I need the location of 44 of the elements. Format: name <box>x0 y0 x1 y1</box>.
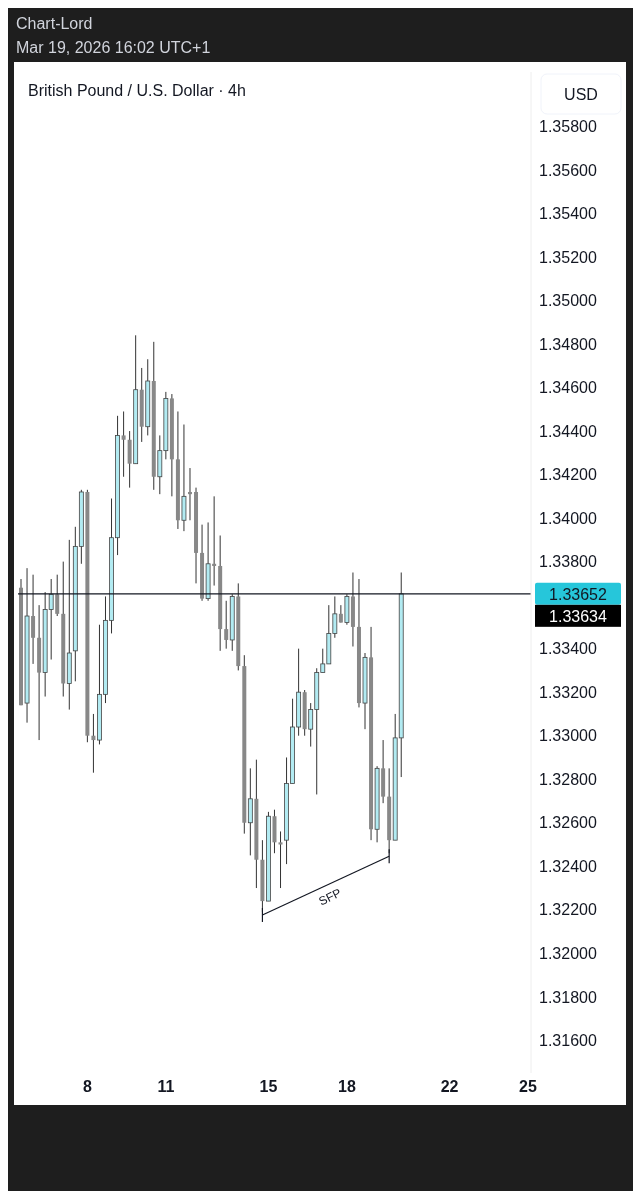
y-tick-label: 1.32000 <box>539 945 597 962</box>
y-tick-label: 1.31800 <box>539 988 597 1006</box>
chart-subtitle: Mar 19, 2026 16:02 UTC+1 <box>16 38 211 58</box>
candlestick <box>224 600 229 650</box>
text: Chart-Lord <box>16 14 94 34</box>
y-tick-label: 1.35000 <box>539 292 597 310</box>
y-tick-label: 1.35800 <box>539 118 597 136</box>
candlestick <box>247 767 253 856</box>
x-tick-label: 22 <box>440 1078 459 1096</box>
y-tick-label: 1.34600 <box>539 379 597 397</box>
y-tick-label: 1.35200 <box>539 248 597 266</box>
y-tick-label: 1.35600 <box>539 161 597 179</box>
y-tick-label: 1.34200 <box>539 466 597 484</box>
x-tick-label: 11 <box>157 1078 175 1096</box>
y-tick-label: 1.31600 <box>539 1032 597 1050</box>
y-tick-label: 1.33400 <box>539 640 597 658</box>
candlestick <box>55 574 60 617</box>
text: 1.33634 <box>549 607 608 625</box>
y-tick-label: 1.32400 <box>539 857 597 875</box>
candlestick <box>127 430 132 489</box>
candlestick <box>338 604 343 624</box>
y-tick-label: 1.34800 <box>539 335 597 353</box>
candlestick <box>31 574 36 665</box>
y-tick-label: 1.34000 <box>539 509 597 527</box>
candlestick <box>181 424 187 532</box>
candlestick <box>278 830 283 889</box>
y-tick-label: 1.32600 <box>539 814 597 832</box>
y-tick-label: 1.33200 <box>539 683 597 701</box>
y-tick-label: 1.34400 <box>539 422 597 440</box>
y-tick-label: 1.33800 <box>539 553 597 571</box>
y-tick-label: 1.32200 <box>539 901 597 919</box>
x-tick-label: 8 <box>82 1078 92 1096</box>
candlestick <box>91 713 96 774</box>
text: British Pound / U.S. Dollar · 4h <box>28 82 246 99</box>
candlestick <box>121 410 126 478</box>
y-tick-label: 1.33000 <box>539 727 597 745</box>
x-tick-label: 15 <box>259 1078 278 1096</box>
ref-line-label: 1.33652 <box>549 585 608 603</box>
x-tick-label: 25 <box>519 1078 537 1096</box>
y-tick-label: 1.32800 <box>539 770 597 788</box>
x-tick-label: 18 <box>338 1078 356 1096</box>
annotation: SFP <box>316 885 344 909</box>
y-tick-label: 1.35400 <box>539 205 597 223</box>
y-axis-title: USD <box>564 86 598 103</box>
